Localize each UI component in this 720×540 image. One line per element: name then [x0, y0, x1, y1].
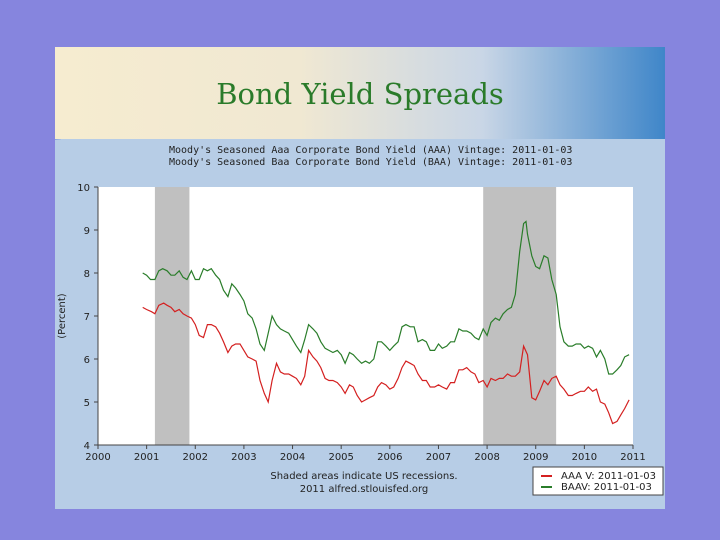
axes: 4 5 6 7 8 9 10 2000 2001 2002 2003 2004 2005 2006 2007…	[57, 183, 646, 463]
y-tick-label: 10	[77, 183, 90, 194]
x-tick-label: 2011	[620, 452, 645, 463]
x-tick-label: 2009	[523, 452, 548, 463]
y-tick-label: 9	[84, 226, 90, 237]
series-lines	[142, 220, 630, 425]
y-tick-label: 4	[84, 441, 90, 452]
x-tick-label: 2000	[85, 452, 110, 463]
chart-header: Moody's Seasoned Aaa Corporate Bond Yiel…	[169, 145, 572, 168]
y-tick-label: 7	[84, 312, 90, 323]
slide: Bond Yield Spreads Moody's Seasoned Aaa …	[55, 47, 665, 509]
recession-band	[483, 187, 557, 445]
x-tick-label: 2006	[377, 452, 402, 463]
x-tick-label: 2003	[231, 452, 256, 463]
legend-label: AAA V: 2011-01-03	[561, 471, 656, 482]
footnote-recessions: Shaded areas indicate US recessions.	[270, 471, 457, 482]
x-tick-label: 2007	[426, 452, 451, 463]
x-tick-label: 2001	[134, 452, 159, 463]
line-chart: Moody's Seasoned Aaa Corporate Bond Yiel…	[55, 139, 664, 496]
y-tick-label: 5	[84, 398, 90, 409]
legend-label: BAAV: 2011-01-03	[561, 482, 652, 493]
x-tick-label: 2008	[474, 452, 499, 463]
series-line	[142, 302, 630, 425]
recession-band	[154, 187, 190, 445]
slide-title: Bond Yield Spreads	[216, 77, 504, 111]
chart-panel: Moody's Seasoned Aaa Corporate Bond Yiel…	[55, 139, 665, 509]
chart-footnote: Shaded areas indicate US recessions. 2011…	[270, 471, 457, 495]
recession-shading	[154, 187, 557, 445]
x-tick-label: 2010	[572, 452, 597, 463]
x-tick-label: 2004	[280, 452, 305, 463]
x-tick-label: 2005	[328, 452, 353, 463]
y-axis-label: (Percent)	[57, 293, 68, 339]
x-tick-label: 2002	[183, 452, 208, 463]
legend-box	[532, 466, 664, 496]
footnote-source: 2011 alfred.stlouisfed.org	[300, 484, 429, 495]
y-tick-label: 6	[84, 355, 90, 366]
header-line: Moody's Seasoned Aaa Corporate Bond Yiel…	[169, 145, 572, 156]
y-tick-label: 8	[84, 269, 90, 280]
title-banner: Bond Yield Spreads	[55, 47, 665, 139]
series-line	[142, 220, 630, 375]
header-line: Moody's Seasoned Baa Corporate Bond Yiel…	[169, 157, 572, 168]
